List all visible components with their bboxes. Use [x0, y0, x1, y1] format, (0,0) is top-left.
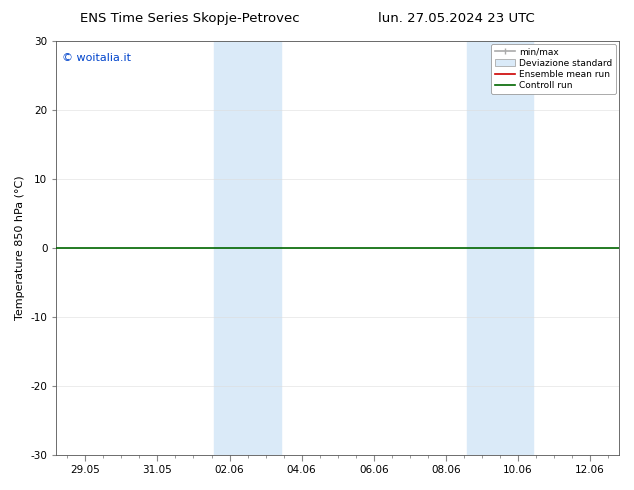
Bar — [214, 41, 281, 455]
Bar — [467, 41, 533, 455]
Y-axis label: Temperature 850 hPa (°C): Temperature 850 hPa (°C) — [15, 175, 25, 320]
Text: © woitalia.it: © woitalia.it — [62, 53, 131, 64]
Legend: min/max, Deviazione standard, Ensemble mean run, Controll run: min/max, Deviazione standard, Ensemble m… — [491, 44, 616, 94]
Text: ENS Time Series Skopje-Petrovec: ENS Time Series Skopje-Petrovec — [81, 12, 300, 25]
Text: lun. 27.05.2024 23 UTC: lun. 27.05.2024 23 UTC — [378, 12, 535, 25]
